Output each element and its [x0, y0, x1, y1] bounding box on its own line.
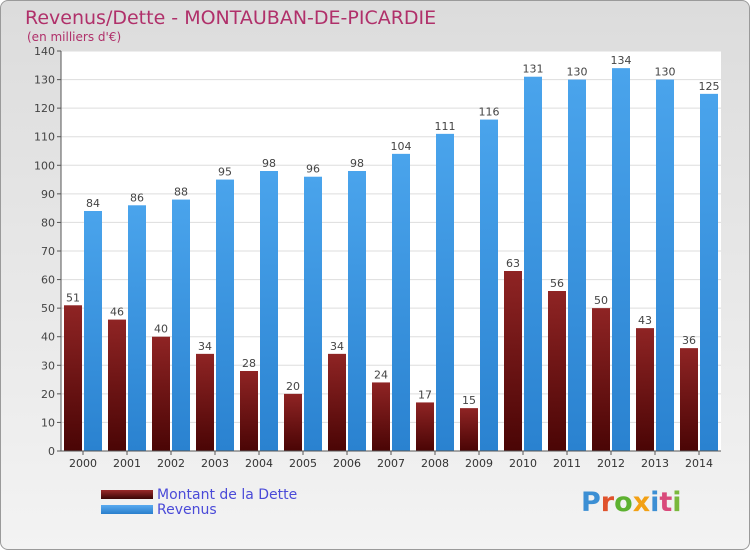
chart-subtitle: (en milliers d'€) — [27, 30, 122, 44]
x-tick-label-2013: 2013 — [641, 457, 669, 470]
bar-revenus-2012 — [612, 68, 630, 452]
bar-revenus-2006 — [348, 171, 366, 451]
data-label-revenus-2000: 84 — [86, 197, 100, 210]
chart-title: Revenus/Dette - MONTAUBAN-DE-PICARDIE — [25, 7, 437, 29]
x-tick-label-2000: 2000 — [69, 457, 97, 470]
bar-dette-2013 — [636, 328, 654, 451]
bar-revenus-2002 — [172, 199, 190, 451]
bar-dette-2005 — [284, 393, 302, 451]
bar-revenus-2005 — [304, 176, 322, 451]
data-label-dette-2011: 56 — [550, 277, 564, 290]
bar-revenus-2007 — [392, 153, 410, 451]
bar-dette-2006 — [328, 353, 346, 451]
bar-dette-2007 — [372, 382, 390, 451]
y-tick-label: 90 — [41, 188, 55, 201]
data-label-revenus-2002: 88 — [174, 186, 188, 199]
y-tick-label: 40 — [41, 331, 55, 344]
x-tick-label-2011: 2011 — [553, 457, 581, 470]
bar-dette-2014 — [680, 348, 698, 451]
data-label-revenus-2005: 96 — [306, 163, 320, 176]
x-tick-label-2001: 2001 — [113, 457, 141, 470]
y-tick-label: 20 — [41, 388, 55, 401]
x-tick-label-2006: 2006 — [333, 457, 361, 470]
x-tick-label-2005: 2005 — [289, 457, 317, 470]
bar-revenus-2003 — [216, 179, 234, 452]
y-tick-label: 110 — [34, 131, 55, 144]
bar-revenus-2001 — [128, 205, 146, 451]
data-label-dette-2010: 63 — [506, 257, 520, 270]
bar-dette-2001 — [108, 319, 126, 451]
data-label-dette-2012: 50 — [594, 294, 608, 307]
bar-dette-2011 — [548, 291, 566, 451]
y-tick-label: 30 — [41, 359, 55, 372]
data-label-revenus-2004: 98 — [262, 157, 276, 170]
data-label-dette-2004: 28 — [242, 357, 256, 370]
bar-revenus-2014 — [700, 93, 718, 451]
bar-dette-2012 — [592, 308, 610, 451]
data-label-revenus-2010: 131 — [523, 63, 544, 76]
x-tick-label-2003: 2003 — [201, 457, 229, 470]
y-tick-label: 10 — [41, 416, 55, 429]
data-label-dette-2006: 34 — [330, 340, 344, 353]
y-tick-label: 130 — [34, 74, 55, 87]
data-label-revenus-2009: 116 — [479, 106, 500, 119]
bar-dette-2009 — [460, 408, 478, 451]
data-label-dette-2003: 34 — [198, 340, 212, 353]
data-label-dette-2007: 24 — [374, 368, 388, 381]
y-tick-label: 100 — [34, 159, 55, 172]
data-label-dette-2001: 46 — [110, 306, 124, 319]
data-label-revenus-2013: 130 — [655, 66, 676, 79]
data-label-dette-2008: 17 — [418, 388, 432, 401]
data-label-revenus-2006: 98 — [350, 157, 364, 170]
bar-revenus-2000 — [84, 211, 102, 451]
data-label-revenus-2012: 134 — [611, 54, 632, 67]
data-label-dette-2000: 51 — [66, 291, 80, 304]
legend-label-dette: Montant de la Dette — [157, 487, 298, 503]
bar-revenus-2004 — [260, 171, 278, 451]
data-label-revenus-2008: 111 — [435, 120, 456, 133]
x-tick-label-2008: 2008 — [421, 457, 449, 470]
bar-dette-2003 — [196, 353, 214, 451]
y-tick-label: 140 — [34, 45, 55, 58]
x-tick-label-2012: 2012 — [597, 457, 625, 470]
bar-dette-2010 — [504, 271, 522, 451]
x-tick-label-2010: 2010 — [509, 457, 537, 470]
y-tick-label: 60 — [41, 274, 55, 287]
bar-dette-2008 — [416, 402, 434, 451]
bar-revenus-2008 — [436, 133, 454, 451]
x-tick-label-2014: 2014 — [685, 457, 713, 470]
data-label-dette-2002: 40 — [154, 323, 168, 336]
x-tick-label-2002: 2002 — [157, 457, 185, 470]
data-label-revenus-2001: 86 — [130, 191, 144, 204]
data-label-dette-2014: 36 — [682, 334, 696, 347]
data-label-dette-2005: 20 — [286, 380, 300, 393]
data-label-revenus-2007: 104 — [391, 140, 412, 153]
x-tick-label-2007: 2007 — [377, 457, 405, 470]
proxiti-logo: Proxiti — [581, 487, 682, 518]
y-tick-label: 120 — [34, 102, 55, 115]
legend-label-revenus: Revenus — [157, 502, 217, 518]
y-tick-label: 50 — [41, 302, 55, 315]
bar-revenus-2011 — [568, 79, 586, 452]
bar-revenus-2013 — [656, 79, 674, 452]
y-tick-label: 70 — [41, 245, 55, 258]
data-label-revenus-2014: 125 — [699, 80, 720, 93]
x-tick-label-2009: 2009 — [465, 457, 493, 470]
data-label-dette-2013: 43 — [638, 314, 652, 327]
y-tick-label: 0 — [48, 445, 55, 458]
x-tick-label-2004: 2004 — [245, 457, 273, 470]
bar-dette-2004 — [240, 371, 258, 451]
bar-dette-2000 — [64, 305, 82, 451]
data-label-dette-2009: 15 — [462, 394, 476, 407]
bar-revenus-2010 — [524, 76, 542, 451]
legend-swatch-revenus — [101, 505, 153, 514]
y-tick-label: 80 — [41, 216, 55, 229]
bar-revenus-2009 — [480, 119, 498, 452]
data-label-revenus-2003: 95 — [218, 166, 232, 179]
bar-dette-2002 — [152, 336, 170, 451]
legend-swatch-dette — [101, 490, 153, 499]
data-label-revenus-2011: 130 — [567, 66, 588, 79]
